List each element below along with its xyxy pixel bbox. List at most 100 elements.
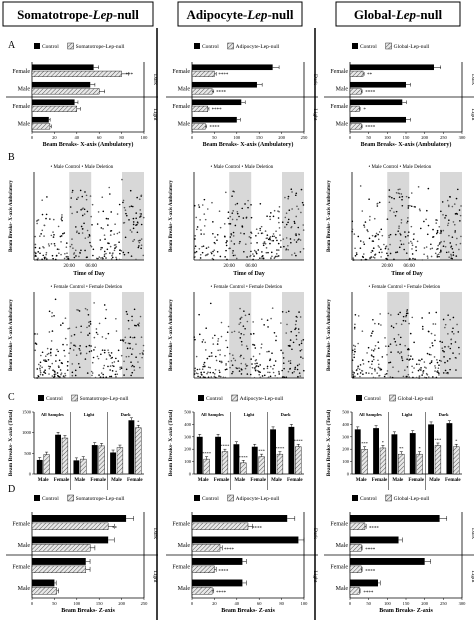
scatter-point <box>260 346 263 349</box>
tick-label: 200 <box>421 135 429 140</box>
tick-label: 300 <box>459 135 467 140</box>
scatter-point <box>377 238 380 241</box>
scatter-point <box>385 377 387 379</box>
significance: **** <box>365 548 376 553</box>
scatter-point <box>419 359 422 362</box>
scatter-point <box>60 324 62 326</box>
scatter-point <box>401 198 403 201</box>
scatter-point <box>254 362 256 365</box>
scatter-point <box>250 232 253 235</box>
scatter-point <box>45 253 47 256</box>
scatter-point <box>34 349 37 352</box>
scatter-point <box>427 330 430 333</box>
scatter-point <box>280 349 282 352</box>
scatter-point <box>246 347 249 350</box>
scatter-point <box>451 247 454 250</box>
legend-null: Somatotrope-Lep-null <box>76 496 125 502</box>
legend-control: Control <box>206 396 223 402</box>
scatter-point <box>396 251 399 253</box>
scatter-point <box>253 376 256 379</box>
scatter-point <box>395 210 398 213</box>
bar-control <box>215 436 221 474</box>
axis-label: Beam Breaks- Z-axis <box>221 608 275 614</box>
bar-control <box>192 579 243 587</box>
scatter-point <box>406 310 408 313</box>
scatter-point <box>413 233 415 235</box>
scatter-point <box>460 235 462 238</box>
scatter-point <box>45 217 47 220</box>
scatter-point <box>302 357 304 360</box>
tick-label: 500 <box>24 451 32 456</box>
scatter-point <box>136 231 139 234</box>
scatter-point <box>225 368 228 371</box>
scatter-point <box>280 322 282 324</box>
tick-label: 150 <box>403 601 411 606</box>
scatter-point <box>130 205 133 208</box>
scatter-point <box>85 345 88 348</box>
scatter-point <box>443 240 446 243</box>
scatter-point <box>107 224 109 226</box>
scatter-point <box>270 212 272 214</box>
scatter-point <box>238 323 241 325</box>
scatter-point <box>387 312 390 315</box>
scatter-point <box>365 372 368 374</box>
scatter-point <box>80 225 83 228</box>
scatter-point <box>351 359 354 361</box>
axis-label: Beam Breaks- X-axis Ambulatory <box>169 180 174 252</box>
scatter-point <box>451 205 454 208</box>
scatter-point <box>371 360 374 363</box>
scatter-point <box>263 367 265 370</box>
scatter-point <box>251 363 253 365</box>
scatter-point <box>97 357 100 360</box>
scatter-point <box>231 331 233 334</box>
scatter-point <box>367 230 369 233</box>
column-title: Somatotrope-Lep-null <box>17 7 139 22</box>
scatter-point <box>288 209 291 212</box>
scatter-point <box>405 195 408 198</box>
scatter-point <box>444 346 446 348</box>
scatter-point <box>234 203 237 206</box>
scatter-point <box>128 205 131 208</box>
scatter-point <box>406 366 409 368</box>
scatter-point <box>377 347 380 349</box>
scatter-point <box>131 231 133 233</box>
scatter-point <box>389 343 392 345</box>
scatter-point <box>289 238 292 240</box>
scatter-point <box>225 362 227 365</box>
row-label: Male <box>336 121 349 127</box>
group-label: Dark <box>281 412 291 417</box>
legend-null: Adipocyte-Lep-null <box>240 396 284 402</box>
scatter-point <box>231 364 234 366</box>
scatter-point <box>229 215 232 218</box>
scatter-point <box>434 365 436 367</box>
scatter-point <box>207 376 210 378</box>
scatter-point <box>261 257 263 259</box>
scatter-point <box>269 215 271 218</box>
scatter-point <box>135 324 137 327</box>
scatter-point <box>227 211 230 214</box>
scatter-point <box>455 243 458 246</box>
significance: **** <box>218 73 229 78</box>
bar-control <box>192 99 242 106</box>
bar-control <box>288 426 295 474</box>
scatter-point <box>353 372 355 374</box>
scatter-point <box>271 307 274 309</box>
scatter-point <box>227 325 230 328</box>
scatter-point <box>66 252 68 254</box>
bar-null <box>31 522 109 530</box>
scatter-point <box>276 255 279 258</box>
scatter-point <box>452 333 455 335</box>
scatter-point <box>50 243 53 245</box>
scatter-point <box>436 254 439 256</box>
bar-control <box>192 536 299 544</box>
scatter-point <box>252 321 254 323</box>
scatter-point <box>255 251 257 253</box>
scatter-point <box>287 248 290 251</box>
scatter-point <box>78 366 81 369</box>
tick-label: 20 <box>52 135 57 140</box>
scatter-point <box>284 196 286 199</box>
scatter-point <box>236 218 238 221</box>
scatter-point <box>271 239 273 242</box>
scatter-point <box>380 324 382 326</box>
